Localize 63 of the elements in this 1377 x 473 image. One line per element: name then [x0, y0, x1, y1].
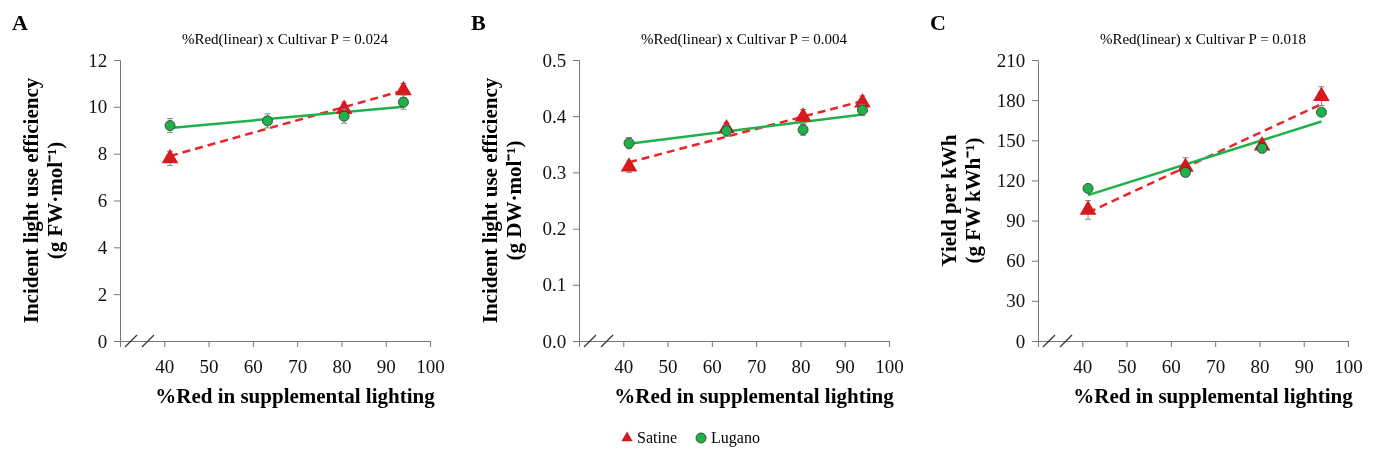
- x-tick-label: 90: [835, 355, 855, 377]
- x-tick-label: 70: [747, 355, 767, 377]
- y-tick-label: 120: [996, 170, 1026, 192]
- y-tick-label: 90: [1006, 210, 1026, 232]
- y-axis-title: Incident light use efficiency (g FW·mol⁻¹): [19, 77, 67, 324]
- y-axis-title: Yield per kWh (g FW kWh⁻¹): [937, 134, 985, 267]
- x-tick-label: 70: [288, 355, 308, 377]
- legend-label: Satine: [637, 429, 678, 446]
- text: B: [471, 10, 486, 35]
- x-tick-label: 80: [332, 355, 352, 377]
- x-tick-label: 100: [1334, 355, 1363, 377]
- x-axis-title: %Red in supplemental lighting: [1073, 384, 1354, 408]
- x-tick-label: 60: [702, 355, 722, 377]
- text: A: [12, 10, 28, 35]
- point: [1315, 106, 1327, 118]
- x-tick-label: 50: [199, 355, 219, 377]
- x-tick-label: 100: [416, 355, 445, 377]
- x-tick-label: 40: [1073, 355, 1093, 377]
- y-tick-label: 0.2: [542, 218, 567, 240]
- y-tick-label: 0: [1015, 330, 1026, 352]
- y-tick-label: 180: [996, 89, 1026, 111]
- x-tick-label: 50: [1117, 355, 1137, 377]
- y-tick-label: 2: [97, 283, 108, 305]
- x-axis-title: %Red in supplemental lighting: [614, 384, 895, 408]
- x-tick-label: 60: [243, 355, 263, 377]
- y-tick-label: 150: [996, 129, 1026, 151]
- point: [620, 157, 638, 172]
- x-tick-label: 80: [1250, 355, 1270, 377]
- chart-title: %Red(linear) x Cultivar P = 0.004: [640, 31, 848, 48]
- point: [1082, 183, 1094, 194]
- point: [1313, 86, 1330, 101]
- x-tick-label: 40: [155, 355, 175, 377]
- y-tick-label: 0.1: [542, 274, 567, 296]
- y-tick-label: 10: [88, 96, 108, 118]
- y-tick-label: 6: [97, 190, 108, 212]
- point: [1079, 200, 1097, 215]
- y-tick-label: 0.3: [542, 161, 567, 183]
- x-tick-label: 60: [1161, 355, 1181, 377]
- y-tick-label: 0.4: [542, 105, 567, 127]
- y-tick-label: 0.0: [542, 330, 567, 352]
- x-axis-title: %Red in supplemental lighting: [155, 384, 436, 408]
- chart-title: %Red(linear) x Cultivar P = 0.018: [1099, 31, 1307, 48]
- x-tick-label: 50: [658, 355, 678, 377]
- x-tick-label: 70: [1206, 355, 1226, 377]
- y-tick-label: 4: [97, 236, 108, 258]
- point: [1180, 166, 1191, 178]
- y-tick-label: 30: [1006, 290, 1026, 312]
- y-tick-label: 8: [97, 143, 108, 165]
- point: [794, 107, 812, 122]
- x-tick-label: 90: [1294, 355, 1314, 377]
- text: C: [930, 10, 946, 35]
- x-tick-label: 40: [614, 355, 634, 377]
- legend-label: Lugano: [711, 429, 760, 447]
- chart-title: %Red(linear) x Cultivar P = 0.024: [181, 31, 389, 48]
- y-tick-label: 0: [97, 330, 108, 352]
- y-tick-label: 60: [1006, 250, 1026, 272]
- y-tick-label: 210: [996, 49, 1026, 71]
- y-tick-label: 12: [88, 49, 108, 71]
- y-tick-label: 0.5: [542, 49, 567, 71]
- x-tick-label: 100: [875, 355, 904, 377]
- x-tick-label: 80: [791, 355, 811, 377]
- x-tick-label: 90: [376, 355, 396, 377]
- y-axis-title: Incident light use efficiency (g DW·mol⁻¹): [478, 77, 526, 324]
